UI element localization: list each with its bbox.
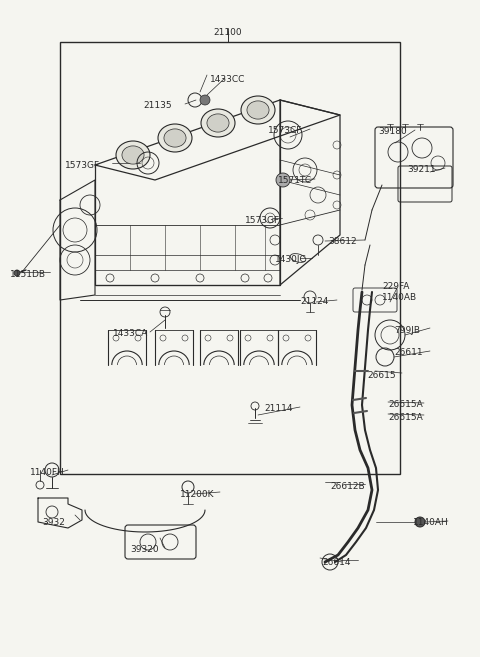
Circle shape <box>14 270 20 276</box>
Text: 1573GF: 1573GF <box>65 161 100 170</box>
Text: 26615: 26615 <box>367 371 396 380</box>
Text: 39320: 39320 <box>130 545 158 554</box>
Text: 26614: 26614 <box>322 558 350 567</box>
Text: 1140FH: 1140FH <box>30 468 65 477</box>
Text: 229FA: 229FA <box>382 282 409 291</box>
Ellipse shape <box>247 101 269 119</box>
Circle shape <box>200 95 210 105</box>
Text: 26615A: 26615A <box>388 400 423 409</box>
Circle shape <box>276 173 290 187</box>
Text: 1151DB: 1151DB <box>10 270 46 279</box>
Text: 38612: 38612 <box>328 237 357 246</box>
Circle shape <box>415 517 425 527</box>
Ellipse shape <box>158 124 192 152</box>
Text: 39211: 39211 <box>407 165 436 174</box>
Bar <box>60 42 400 474</box>
Text: 21100: 21100 <box>214 28 242 37</box>
Text: 21124: 21124 <box>300 297 328 306</box>
Ellipse shape <box>164 129 186 147</box>
Text: 26615A: 26615A <box>388 413 423 422</box>
Text: 1433CC: 1433CC <box>210 75 245 84</box>
Ellipse shape <box>241 96 275 124</box>
Text: 1433CA: 1433CA <box>113 329 148 338</box>
Ellipse shape <box>122 146 144 164</box>
Text: 39180: 39180 <box>378 127 407 136</box>
Text: 1573GF: 1573GF <box>245 216 280 225</box>
Text: 1140AH: 1140AH <box>413 518 449 527</box>
Ellipse shape <box>207 114 229 132</box>
Text: 21135: 21135 <box>143 101 172 110</box>
Text: 1573CF: 1573CF <box>268 126 302 135</box>
Ellipse shape <box>116 141 150 169</box>
Text: 1571TC: 1571TC <box>278 176 312 185</box>
Text: 799JB: 799JB <box>394 326 420 335</box>
Text: 11200K: 11200K <box>180 490 215 499</box>
Text: 21114: 21114 <box>264 404 292 413</box>
Text: 26612B: 26612B <box>330 482 365 491</box>
Ellipse shape <box>201 109 235 137</box>
Text: 3932: 3932 <box>42 518 65 527</box>
Text: 1430JC: 1430JC <box>275 255 307 264</box>
Text: 26611: 26611 <box>394 348 422 357</box>
Text: 1140AB: 1140AB <box>382 293 417 302</box>
